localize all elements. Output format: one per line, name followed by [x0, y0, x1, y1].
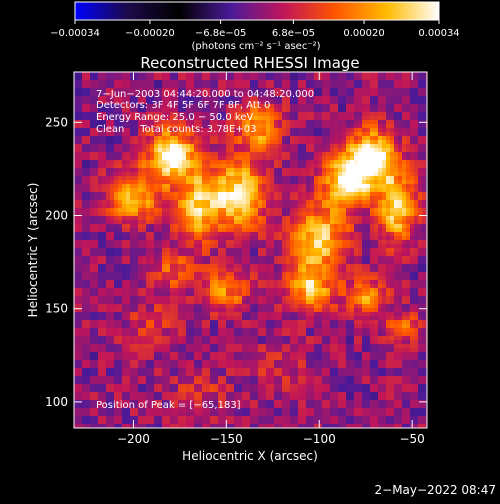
x-tick-label: −150: [210, 432, 243, 446]
y-tick-label: 200: [45, 209, 68, 223]
chart-title: Reconstructed RHESSI Image: [140, 54, 359, 72]
y-tick-label: 100: [45, 395, 68, 409]
colorbar-tick-label: −6.8e−05: [195, 28, 247, 39]
timestamp: 2−May−2022 08:47: [375, 483, 497, 497]
colorbar-strip: [75, 2, 439, 20]
colorbar-tick-label: 0.00020: [343, 28, 384, 39]
colorbar-units: (photons cm⁻² s⁻¹ asec⁻²): [191, 41, 320, 52]
colorbar-tick-label: 0.00034: [418, 28, 459, 39]
y-tick-label: 250: [45, 115, 68, 129]
colorbar-tick-label: 6.8e−05: [272, 28, 315, 39]
annotation-time: 7−Jun−2003 04:44:20.000 to 04:48:20.000: [96, 89, 314, 100]
annotation-clean: Clean Total counts: 3.78E+03: [96, 124, 256, 135]
colorbar-tick-label: −0.00034: [50, 28, 100, 39]
y-axis-label: Heliocentric Y (arcsec): [26, 183, 40, 318]
colorbar-tick-label: −0.00020: [125, 28, 175, 39]
colorbar-ticks: −0.00034 −0.00020 −6.8e−05 6.8e−05 0.00020 0.…: [50, 20, 460, 39]
y-tick-label: 150: [45, 302, 68, 316]
peak-position-text: Position of Peak = [−65,183]: [96, 400, 241, 411]
annotation-energy: Energy Range: 25.0 − 50.0 keV: [96, 112, 253, 123]
x-tick-label: −200: [117, 432, 150, 446]
x-tick-label: −50: [399, 432, 424, 446]
x-tick-label: −100: [303, 432, 336, 446]
colorbar: −0.00034 −0.00020 −6.8e−05 6.8e−05 0.00020 0.…: [50, 2, 460, 52]
x-axis-label: Heliocentric X (arcsec): [182, 449, 318, 463]
annotation-detectors: Detectors: 3F 4F 5F 6F 7F 8F, Att 0: [96, 100, 270, 111]
